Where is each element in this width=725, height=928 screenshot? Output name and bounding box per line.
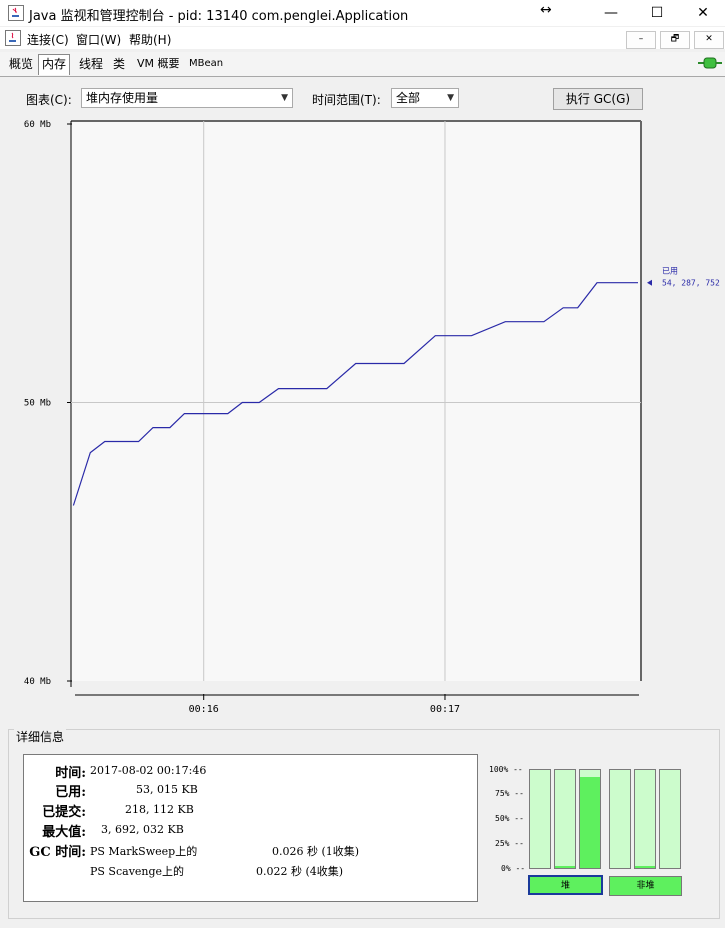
committed-value: 218, 112 KB xyxy=(125,803,194,816)
mdi-close-button[interactable]: ✕ xyxy=(694,31,724,49)
chevron-down-icon: ▼ xyxy=(447,93,454,103)
used-value: 53, 015 KB xyxy=(136,783,198,796)
chart-select[interactable]: 堆内存使用量 ▼ xyxy=(81,88,293,108)
gc-scavenge-value: 0.022 秒 (4收集) xyxy=(256,865,344,878)
resize-cursor-icon: ↔ xyxy=(540,2,552,18)
tab-classes[interactable]: 类 xyxy=(113,57,126,71)
heap-pool-eden[interactable] xyxy=(529,769,551,869)
pct-tick-75: 75% -- xyxy=(495,789,524,798)
gc-marksweep-value: 0.026 秒 (1收集) xyxy=(272,845,360,858)
pct-tick-25: 25% -- xyxy=(495,839,524,848)
pool-fill xyxy=(555,866,575,868)
java-app-icon xyxy=(8,5,24,21)
heap-button[interactable]: 堆 xyxy=(528,875,603,895)
time-label: 时间: xyxy=(55,766,86,781)
heap-pool-survivor[interactable] xyxy=(554,769,576,869)
menu-window[interactable]: 窗口(W) xyxy=(76,33,122,47)
nonheap-pool-code[interactable] xyxy=(609,769,631,869)
pct-tick-100: 100% -- xyxy=(489,765,523,774)
details-info-box xyxy=(23,754,478,902)
tab-mbean[interactable]: MBean xyxy=(189,58,224,69)
y-tick-label: 40 Mb xyxy=(24,677,51,687)
tab-memory[interactable]: 内存 xyxy=(38,54,71,75)
chart-select-label: 图表(C): xyxy=(26,93,72,107)
chevron-down-icon: ▼ xyxy=(281,93,288,103)
y-tick-label: 60 Mb xyxy=(24,120,51,130)
menu-help[interactable]: 帮助(H) xyxy=(129,33,172,47)
mdi-minimize-button[interactable]: – xyxy=(626,31,656,49)
minimize-button[interactable]: — xyxy=(604,5,618,21)
gc-scavenge-name: PS Scavenge上的 xyxy=(90,865,185,878)
nonheap-pool-class[interactable] xyxy=(659,769,681,869)
perform-gc-button[interactable]: 执行 GC(G) xyxy=(553,88,643,110)
max-label: 最大值: xyxy=(42,825,86,840)
committed-label: 已提交: xyxy=(42,805,86,820)
gc-marksweep-name: PS MarkSweep上的 xyxy=(90,845,198,858)
nonheap-pool-meta[interactable] xyxy=(634,769,656,869)
title-bar xyxy=(0,0,725,26)
tab-threads[interactable]: 线程 xyxy=(79,57,104,71)
plot-area xyxy=(71,121,641,681)
window-title: Java 监视和管理控制台 - pid: 13140 com.penglei.A… xyxy=(29,9,409,24)
tab-strip xyxy=(0,52,725,77)
tab-vm-summary[interactable]: VM 概要 xyxy=(137,57,180,70)
x-tick-label: 00:17 xyxy=(430,704,460,715)
menu-bar xyxy=(0,27,725,49)
current-series-value: 54, 287, 752 xyxy=(662,279,720,288)
time-range-select[interactable]: 全部 ▼ xyxy=(391,88,459,108)
current-value-marker xyxy=(647,279,652,286)
java-small-icon xyxy=(5,30,21,46)
max-value: 3, 692, 032 KB xyxy=(101,823,184,836)
time-value: 2017-08-02 00:17:46 xyxy=(90,764,207,777)
close-button[interactable]: ✕ xyxy=(697,5,709,21)
used-label: 已用: xyxy=(55,785,86,800)
menu-connection[interactable]: 连接(C) xyxy=(27,33,69,47)
connection-plug-icon xyxy=(698,57,722,69)
used-memory-line xyxy=(72,282,638,506)
details-title: 详细信息 xyxy=(14,728,67,745)
details-panel xyxy=(8,729,720,919)
current-series-label: 已用 xyxy=(662,267,678,276)
gc-time-label: GC 时间: xyxy=(29,845,86,860)
chart-select-value: 堆内存使用量 xyxy=(86,91,159,105)
pool-fill xyxy=(635,866,655,868)
x-tick-label: 00:16 xyxy=(189,704,219,715)
mdi-restore-button[interactable]: 🗗 xyxy=(660,31,690,49)
pct-tick-50: 50% -- xyxy=(495,814,524,823)
y-tick-label: 50 Mb xyxy=(24,399,51,409)
time-range-label: 时间范围(T): xyxy=(312,93,381,107)
maximize-button[interactable]: ☐ xyxy=(650,5,664,21)
memory-chart: 60 Mb 50 Mb 40 Mb 00:16 00:17 已用 54, 287, 752 xyxy=(24,120,720,715)
time-range-value: 全部 xyxy=(396,91,421,105)
pct-tick-0: 0% -- xyxy=(501,864,526,873)
heap-pool-old[interactable] xyxy=(579,769,601,869)
pool-fill xyxy=(580,776,600,868)
nonheap-button[interactable]: 非堆 xyxy=(609,876,682,896)
tab-overview[interactable]: 概览 xyxy=(9,57,34,71)
